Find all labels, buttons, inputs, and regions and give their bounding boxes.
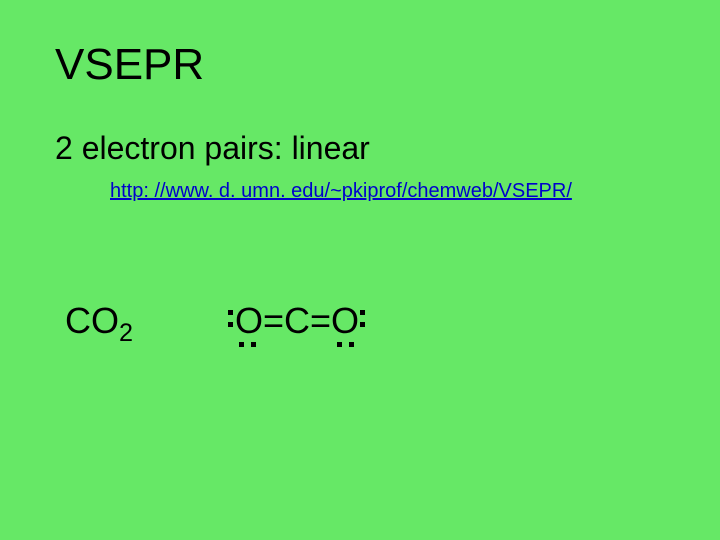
- lone-pair-dot: [360, 310, 365, 315]
- formula-subscript: 2: [119, 319, 133, 347]
- lewis-structure: O=C=O: [225, 290, 425, 360]
- lone-pair-dot: [228, 322, 233, 327]
- lone-pair-dot: [251, 342, 256, 347]
- lone-pair-dot: [360, 322, 365, 327]
- lone-pair-dot: [349, 342, 354, 347]
- formula-base: CO: [65, 300, 119, 341]
- slide-title: VSEPR: [55, 40, 204, 90]
- lewis-text: O=C=O: [235, 300, 359, 342]
- molecular-formula: CO2: [65, 300, 133, 348]
- lone-pair-dot: [337, 342, 342, 347]
- lone-pair-dot: [239, 342, 244, 347]
- slide-subtitle: 2 electron pairs: linear: [55, 130, 370, 167]
- reference-link[interactable]: http: //www. d. umn. edu/~pkiprof/chemwe…: [110, 180, 572, 203]
- lone-pair-dot: [228, 310, 233, 315]
